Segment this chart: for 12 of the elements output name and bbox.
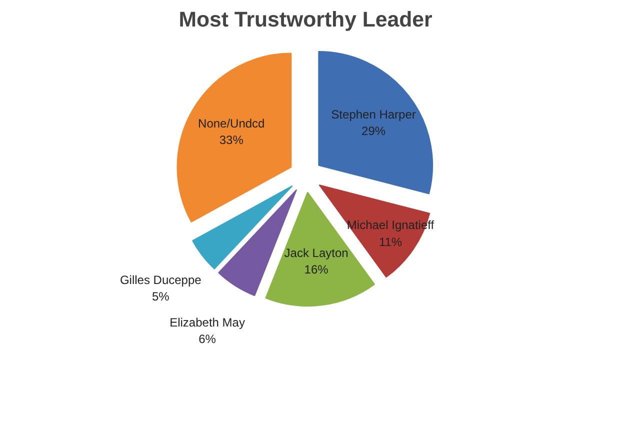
slice-label: None/Undcd [198,116,265,130]
slice-label: Elizabeth May [170,315,245,330]
data-label: 11% [378,234,402,249]
data-label: 5% [152,290,170,304]
slice-label: Gilles Duceppe [120,272,202,287]
slice-label: Jack Layton [284,246,348,260]
chart-title: Most Trustworthy Leader [178,8,432,32]
slice-label: Stephen Harper [331,107,416,122]
data-label: 16% [304,262,329,277]
data-label: 33% [219,133,244,148]
data-label: 6% [198,332,216,346]
data-label: 29% [362,124,386,138]
